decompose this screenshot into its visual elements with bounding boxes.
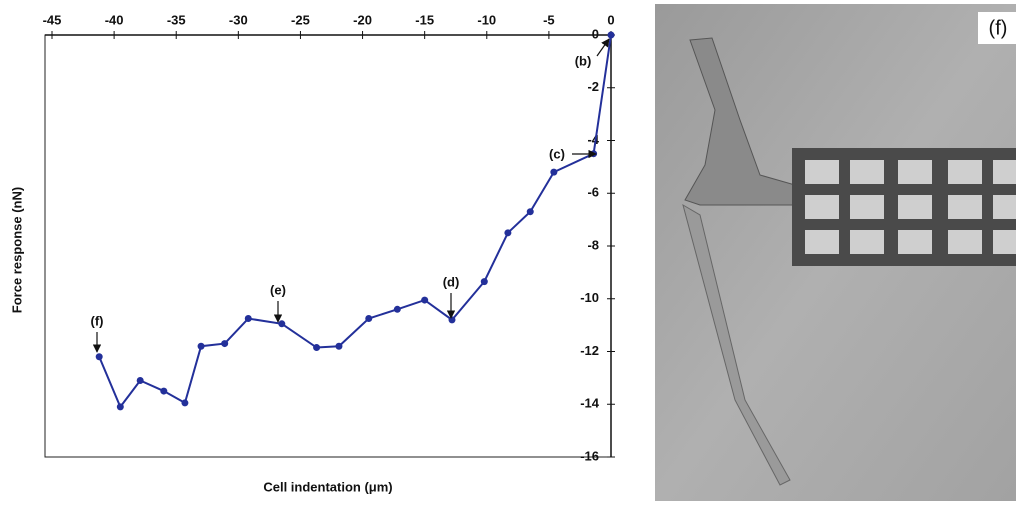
y-tick-label: -10 bbox=[580, 290, 599, 305]
y-tick-label: -6 bbox=[587, 185, 599, 200]
data-point bbox=[365, 315, 373, 323]
data-point bbox=[504, 229, 512, 237]
x-tick-label: -40 bbox=[105, 12, 124, 27]
annotation: (d) bbox=[443, 274, 460, 289]
y-tick-label: 0 bbox=[592, 26, 599, 41]
x-tick-label: -35 bbox=[167, 12, 186, 27]
data-point bbox=[136, 377, 144, 385]
data-point bbox=[197, 342, 205, 350]
x-tick-label: -20 bbox=[353, 12, 372, 27]
x-tick-label: -30 bbox=[229, 12, 248, 27]
data-point bbox=[393, 305, 401, 313]
y-axis-label: Force response (nN) bbox=[9, 187, 24, 313]
y-tick-label: -14 bbox=[580, 396, 600, 411]
data-point bbox=[448, 316, 456, 324]
data-point bbox=[95, 353, 103, 361]
x-tick-label: -10 bbox=[477, 12, 496, 27]
x-tick-label: 0 bbox=[607, 12, 614, 27]
x-axis-label: Cell indentation (μm) bbox=[263, 479, 392, 494]
data-point bbox=[244, 315, 252, 323]
data-point bbox=[313, 344, 321, 352]
y-tick-label: -12 bbox=[580, 343, 599, 358]
y-tick-label: -2 bbox=[587, 79, 599, 94]
data-point bbox=[160, 387, 168, 395]
y-tick-label: -16 bbox=[580, 448, 599, 463]
data-point bbox=[550, 168, 558, 176]
data-point bbox=[480, 278, 488, 286]
data-point bbox=[181, 399, 189, 407]
annotation: (e) bbox=[270, 282, 286, 297]
image-label: (f) bbox=[989, 17, 1008, 39]
y-tick-label: -4 bbox=[587, 132, 599, 147]
x-tick-label: -45 bbox=[43, 12, 62, 27]
x-tick-label: -25 bbox=[291, 12, 310, 27]
data-point bbox=[421, 296, 429, 304]
annotation-arrow bbox=[596, 38, 610, 57]
annotation: (b) bbox=[575, 53, 592, 68]
data-point bbox=[221, 340, 229, 348]
x-tick-label: -15 bbox=[415, 12, 434, 27]
data-point bbox=[607, 31, 615, 39]
data-line bbox=[98, 34, 612, 409]
data-point bbox=[335, 342, 343, 350]
data-point bbox=[116, 403, 124, 411]
annotation: (c) bbox=[549, 146, 565, 161]
data-point bbox=[526, 208, 534, 216]
y-tick-label: -8 bbox=[587, 237, 599, 252]
x-tick-label: -5 bbox=[543, 12, 555, 27]
micrograph bbox=[655, 4, 1016, 501]
annotation: (f) bbox=[91, 313, 104, 328]
data-point bbox=[278, 320, 286, 328]
